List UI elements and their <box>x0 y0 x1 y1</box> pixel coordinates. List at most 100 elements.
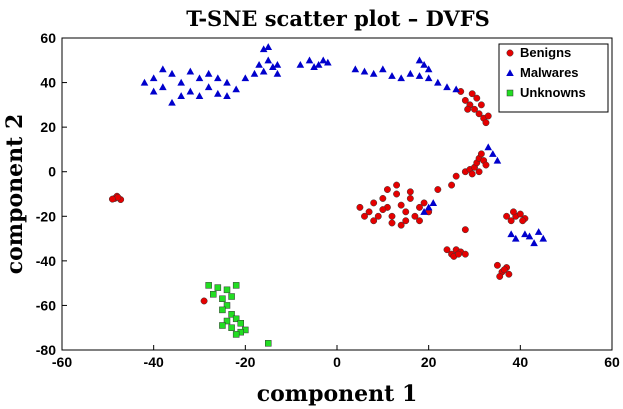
benigns-point <box>356 203 364 211</box>
legend-item-unknowns[interactable]: Unknowns <box>506 85 586 100</box>
malwares-point <box>204 69 213 77</box>
malwares-point <box>388 72 396 79</box>
benigns-point <box>482 161 490 169</box>
malwares-point <box>259 67 268 75</box>
malwares-point <box>443 83 451 91</box>
benigns-point <box>406 195 414 202</box>
malwares-point <box>415 56 424 64</box>
benigns-point <box>393 181 401 189</box>
unknowns-point <box>223 317 231 325</box>
unknowns-point <box>232 282 240 289</box>
malwares-point <box>232 85 240 93</box>
malwares-point <box>406 69 415 77</box>
malwares-point <box>264 43 273 50</box>
benigns-point <box>477 101 485 109</box>
benigns-point <box>496 273 504 280</box>
benigns-point <box>493 261 501 269</box>
malwares-point <box>424 74 433 82</box>
benigns-point <box>379 206 387 214</box>
benigns-point <box>434 186 442 193</box>
benigns-point <box>505 270 513 278</box>
benigns-point <box>468 170 476 178</box>
y-tick-label: 20 <box>40 119 56 135</box>
malwares-point <box>511 234 520 242</box>
benigns-point <box>402 217 410 225</box>
malwares-point <box>177 92 185 99</box>
malwares-point <box>223 78 231 86</box>
x-tick-label: 20 <box>421 354 437 370</box>
benigns-point <box>477 150 485 158</box>
malwares-point <box>195 92 204 99</box>
legend-marker-unknowns <box>506 89 514 97</box>
benigns-point <box>388 219 396 227</box>
benigns-point <box>475 168 483 176</box>
malwares-point <box>273 69 282 77</box>
x-tick-label: 60 <box>604 354 620 370</box>
x-tick-label: 0 <box>333 354 341 370</box>
x-tick-label: -40 <box>144 354 164 370</box>
benigns-point <box>416 217 423 225</box>
benigns-point <box>484 112 492 120</box>
malwares-point <box>159 83 167 91</box>
unknowns-point <box>223 286 231 294</box>
y-tick-label: 40 <box>40 75 56 91</box>
y-axis-label: component 2 <box>2 114 28 275</box>
benigns-point <box>507 217 515 225</box>
malwares-point <box>507 230 515 238</box>
unknowns-point <box>219 306 226 314</box>
benigns-point <box>519 217 527 225</box>
benigns-point <box>482 119 490 127</box>
malwares-point <box>397 74 405 82</box>
malwares-point <box>489 150 497 157</box>
legend-item-benigns[interactable]: Benigns <box>506 45 571 60</box>
malwares-point <box>149 87 158 95</box>
malwares-point <box>250 69 259 77</box>
malwares-point <box>296 60 305 68</box>
benigns-point <box>500 266 508 274</box>
legend-item-malwares[interactable]: Malwares <box>506 65 579 80</box>
benigns-point <box>416 203 423 211</box>
unknowns-point <box>228 293 235 300</box>
malwares-point <box>424 203 433 211</box>
benigns-point <box>475 110 483 118</box>
legend[interactable]: Benigns Malwares Unknowns <box>498 43 609 113</box>
malwares-point <box>314 60 323 68</box>
malwares-point <box>214 89 222 97</box>
legend-marker-benigns <box>506 49 514 57</box>
y-axis: 60 40 20 0 -20 -40 -60 -80 <box>36 30 67 358</box>
unknowns-point <box>228 324 235 331</box>
legend-label: Benigns <box>520 45 571 60</box>
benigns-point <box>468 90 476 98</box>
malwares-point <box>424 65 433 73</box>
malwares-point <box>159 65 167 73</box>
unknowns-point <box>210 291 217 298</box>
malwares-point <box>530 239 538 247</box>
malwares-point <box>379 65 387 73</box>
benigns-point <box>402 208 410 216</box>
benigns-point <box>397 201 405 209</box>
malwares-point <box>255 60 263 68</box>
malwares-point <box>168 98 176 106</box>
malwares-point <box>269 63 277 71</box>
malwares-point <box>452 85 460 93</box>
malwares-point <box>195 74 204 82</box>
benigns-point <box>370 199 378 207</box>
benigns-point <box>383 186 391 193</box>
benigns-point <box>473 94 481 102</box>
x-tick-label: 40 <box>513 354 529 370</box>
malwares-point <box>539 234 548 242</box>
series-benigns <box>108 88 529 305</box>
malwares-point <box>177 78 185 86</box>
benigns-point <box>388 212 396 220</box>
malwares-point <box>310 63 318 71</box>
legend-label: Malwares <box>520 65 579 80</box>
unknowns-point <box>205 282 212 289</box>
scatter-points <box>108 43 548 347</box>
malwares-point <box>369 69 378 77</box>
malwares-point <box>241 74 250 82</box>
x-tick-label: -20 <box>235 354 255 370</box>
malwares-point <box>264 56 273 64</box>
malwares-point <box>273 60 282 68</box>
benigns-point <box>108 195 116 203</box>
